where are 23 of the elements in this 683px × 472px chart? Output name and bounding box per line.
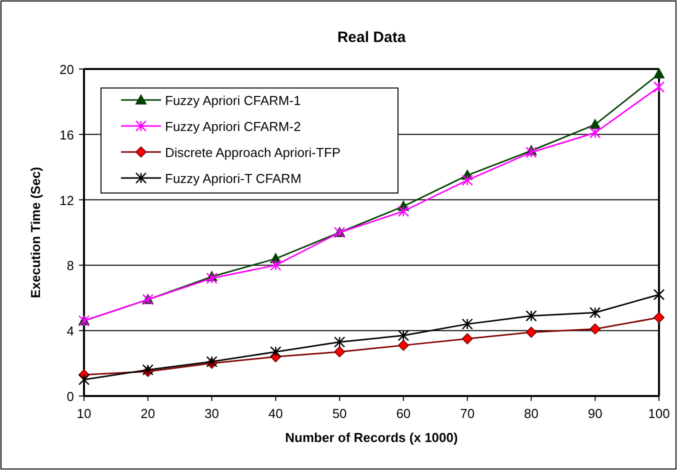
y-tick-label: 0 — [66, 389, 74, 404]
legend-label: Discrete Approach Apriori-TFP — [165, 145, 341, 160]
legend-label: Fuzzy Apriori CFARM-2 — [165, 119, 301, 134]
x-tick-label: 30 — [204, 406, 220, 421]
y-tick-label: 8 — [66, 258, 74, 274]
x-tick-label: 80 — [524, 406, 538, 421]
x-tick-label: 100 — [648, 406, 670, 421]
y-axis-title: Execution Time (Sec) — [28, 166, 43, 298]
x-tick-label: 90 — [588, 406, 602, 421]
x-tick-label: 10 — [76, 406, 92, 421]
y-tick-label: 12 — [60, 192, 74, 208]
legend-label: Fuzzy Apriori-T CFARM — [165, 171, 302, 186]
x-tick-label: 20 — [140, 406, 156, 421]
x-axis-title: Number of Records (x 1000) — [285, 430, 458, 445]
y-tick-label: 16 — [60, 127, 74, 142]
x-tick-label: 40 — [268, 406, 283, 421]
x-tick-label: 60 — [396, 406, 411, 421]
legend-label: Fuzzy Apriori CFARM-1 — [165, 93, 301, 108]
chart-title: Real Data — [337, 29, 406, 46]
y-tick-label: 20 — [60, 62, 74, 77]
x-tick-label: 50 — [332, 406, 347, 421]
x-tick-label: 70 — [460, 406, 475, 421]
y-tick-label: 4 — [66, 324, 74, 339]
